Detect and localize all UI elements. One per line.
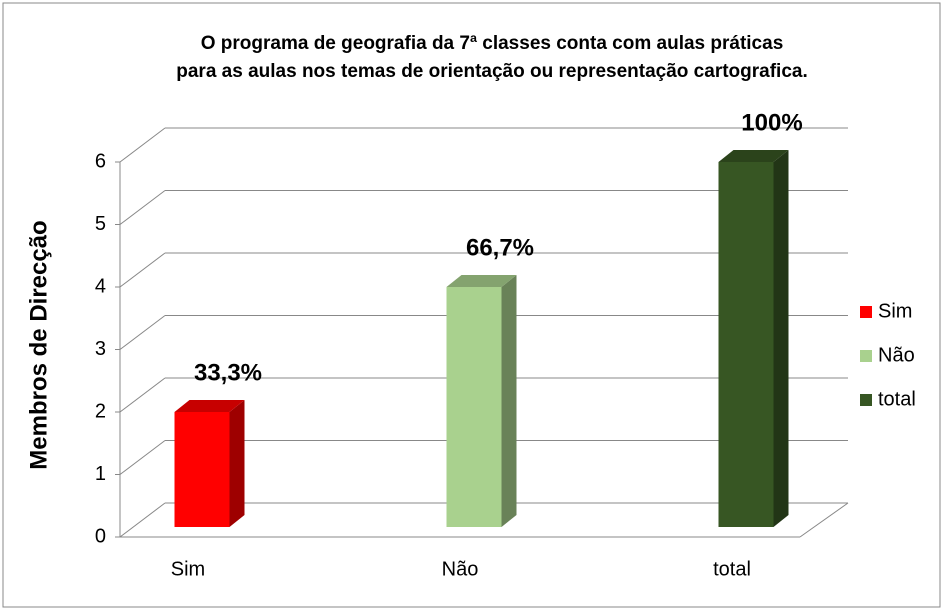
- grid-line: [119, 127, 166, 163]
- data-label: 33,3%: [194, 359, 262, 386]
- grid-line: [119, 315, 166, 350]
- grid-line: [119, 502, 166, 538]
- y-tick-label: 3: [95, 338, 106, 360]
- y-tick-label: 4: [95, 275, 106, 297]
- bar: [446, 287, 502, 527]
- bar-side: [501, 275, 517, 527]
- bar-side: [229, 400, 245, 527]
- chart-title: O programa de geografia da 7ª classes co…: [201, 33, 784, 54]
- grid-line: [119, 377, 166, 413]
- x-tick-label: Não: [442, 558, 479, 580]
- data-label: 100%: [741, 109, 802, 136]
- legend-label: Sim: [878, 300, 912, 322]
- x-tick-label: total: [713, 558, 751, 580]
- grid-line: [119, 252, 166, 288]
- y-tick-label: 0: [95, 525, 106, 547]
- legend-swatch: [860, 306, 872, 318]
- bar-top: [446, 275, 517, 287]
- grid-line: [119, 190, 166, 225]
- legend-label: total: [878, 388, 916, 410]
- legend-swatch: [860, 350, 872, 362]
- chart-title: para as aulas nos temas de orientação ou…: [176, 61, 807, 82]
- bar-top: [174, 400, 245, 412]
- bar: [718, 162, 774, 527]
- y-tick-label: 6: [95, 150, 106, 172]
- data-label: 66,7%: [466, 234, 534, 261]
- y-tick-label: 1: [95, 463, 106, 485]
- y-axis-label: Membros de Direcção: [25, 220, 52, 469]
- y-tick-label: 2: [95, 400, 106, 422]
- legend-label: Não: [878, 344, 915, 366]
- bar-top: [718, 150, 789, 162]
- legend-swatch: [860, 394, 872, 406]
- floor-edge: [799, 502, 849, 538]
- x-tick-label: Sim: [171, 558, 205, 580]
- grid-line: [119, 440, 166, 475]
- y-tick-label: 5: [95, 213, 106, 235]
- bar: [174, 412, 230, 527]
- bar-side: [773, 150, 789, 527]
